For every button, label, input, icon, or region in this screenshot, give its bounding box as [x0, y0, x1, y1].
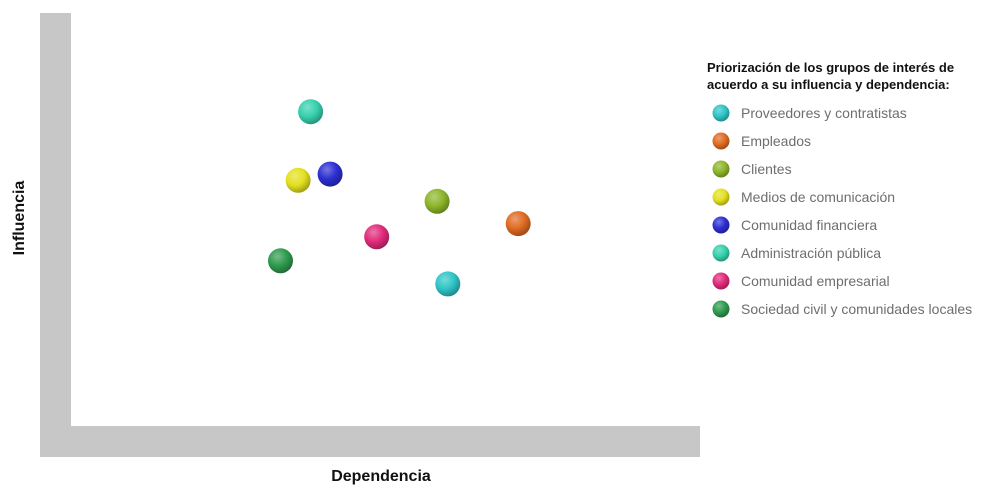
legend-marker-series-8: [712, 300, 730, 318]
legend-label-series-8: Sociedad civil y comunidades locales: [741, 301, 972, 317]
data-points: [268, 99, 531, 297]
legend-title-line-2: acuerdo a su influencia y dependencia:: [707, 77, 950, 92]
y-axis-title: Influencia: [11, 181, 28, 256]
legend-title-line-1: Priorización de los grupos de interés de: [707, 60, 954, 75]
legend-label-series-1: Proveedores y contratistas: [741, 105, 907, 121]
legend-label-series-5: Comunidad financiera: [741, 217, 877, 233]
data-point-series-2: [505, 211, 531, 237]
x-axis-bar: [40, 426, 700, 457]
data-point-series-1: [435, 271, 461, 297]
legend-marker-series-6: [712, 244, 730, 262]
data-point-series-8: [268, 248, 293, 274]
legend-label-series-2: Empleados: [741, 133, 811, 149]
legend-marker-series-1: [712, 104, 730, 122]
legend-marker-series-4: [712, 188, 730, 206]
data-point-series-4: [285, 167, 311, 193]
legend-marker-series-5: [712, 216, 730, 234]
legend-marker-series-7: [712, 272, 730, 290]
data-point-series-5: [317, 161, 343, 187]
legend-label-series-7: Comunidad empresarial: [741, 273, 890, 289]
y-axis-bar: [40, 13, 71, 457]
data-point-series-3: [424, 188, 450, 214]
x-axis-title: Dependencia: [331, 468, 431, 485]
legend: Priorización de los grupos de interés de…: [707, 60, 972, 318]
data-point-series-7: [364, 224, 390, 250]
data-point-series-6: [298, 99, 324, 125]
legend-label-series-3: Clientes: [741, 161, 792, 177]
legend-label-series-6: Administración pública: [741, 245, 881, 261]
legend-label-series-4: Medios de comunicación: [741, 189, 895, 205]
legend-marker-series-3: [712, 160, 730, 178]
legend-marker-series-2: [712, 132, 730, 150]
